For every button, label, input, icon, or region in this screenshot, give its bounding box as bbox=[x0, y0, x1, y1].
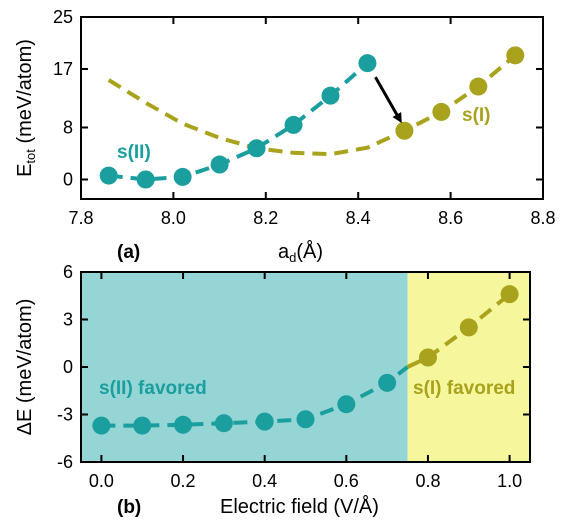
a-x-tick-label: 8.2 bbox=[253, 208, 278, 228]
data-point-s1-a bbox=[469, 77, 488, 96]
panel-label-b: (b) bbox=[117, 497, 141, 518]
a-y-tick-label: 25 bbox=[53, 7, 73, 27]
b-y-tick-label: 6 bbox=[63, 262, 73, 282]
data-point-s2-b bbox=[174, 415, 193, 434]
panel-label-a: (a) bbox=[117, 242, 140, 263]
axis-ticks-a: 7.8 8.0 8.2 8.4 8.6 8.8 0 8 17 25 bbox=[53, 7, 556, 228]
a-y-tick-label: 0 bbox=[63, 170, 73, 190]
panel-b: s(II) favored s(I) favored 0.0 0.2 0.4 0.6 0.… bbox=[14, 262, 531, 518]
b-x-tick-label: 1.0 bbox=[497, 471, 522, 491]
data-point-s1-a bbox=[432, 102, 451, 121]
series-line-s1-b bbox=[406, 292, 511, 369]
data-point-s2-a bbox=[99, 166, 118, 185]
b-y-tick-label: 0 bbox=[63, 357, 73, 377]
data-point-s1-b bbox=[500, 285, 519, 304]
b-x-tick-label: 0.4 bbox=[252, 471, 277, 491]
a-x-tick-label: 7.8 bbox=[68, 208, 93, 228]
b-y-tick-label: -3 bbox=[57, 405, 73, 425]
data-point-s2-a bbox=[173, 167, 192, 186]
region-label-s1: s(I) favored bbox=[413, 378, 515, 399]
plot-frame-a bbox=[80, 16, 544, 200]
data-point-s1-a bbox=[395, 121, 414, 140]
a-x-tick-label: 8.8 bbox=[530, 208, 555, 228]
data-point-s2-a bbox=[136, 170, 155, 189]
b-y-tick-label: 3 bbox=[63, 310, 73, 330]
series-line-s1-a bbox=[107, 53, 517, 157]
plot-area-b: s(II) favored s(I) favored bbox=[81, 272, 530, 462]
data-point-s2-b bbox=[214, 414, 233, 433]
data-point-s1-b bbox=[418, 348, 437, 367]
data-point-s2-a bbox=[210, 155, 229, 174]
data-point-s2-b bbox=[92, 416, 111, 435]
data-point-s2-b bbox=[378, 373, 397, 392]
plot-area-a: s(II) s(I) bbox=[99, 46, 525, 189]
data-point-s2-a bbox=[321, 86, 340, 105]
data-point-s2-b bbox=[255, 412, 274, 431]
a-x-tick-label: 8.4 bbox=[346, 208, 371, 228]
b-y-tick-label: -6 bbox=[57, 452, 73, 472]
b-x-tick-label: 0.2 bbox=[171, 471, 196, 491]
data-point-s2-b bbox=[296, 410, 315, 429]
y-axis-label-a: Etot (meV/atom) bbox=[14, 39, 38, 177]
y-axis-label-b: ΔE (meV/atom) bbox=[14, 299, 36, 436]
x-axis-label-a: ad(Å) bbox=[278, 240, 323, 265]
b-x-tick-label: 0.0 bbox=[89, 471, 114, 491]
data-point-s1-b bbox=[459, 318, 478, 337]
axis-ticks-b: 0.0 0.2 0.4 0.6 0.8 1.0 -6 -3 0 3 6 bbox=[57, 262, 530, 491]
data-point-s2-a bbox=[358, 54, 377, 73]
b-x-tick-label: 0.6 bbox=[334, 471, 359, 491]
annotation-s1: s(I) bbox=[462, 105, 491, 126]
series-line-s2-a bbox=[108, 61, 369, 182]
b-x-tick-label: 0.8 bbox=[415, 471, 440, 491]
data-point-s2-a bbox=[247, 139, 266, 158]
a-y-tick-label: 17 bbox=[53, 59, 73, 79]
data-point-s1-a bbox=[506, 46, 525, 65]
region-s1 bbox=[407, 272, 530, 462]
a-y-tick-label: 8 bbox=[63, 118, 73, 138]
x-axis-label-b: Electric field (V/Å) bbox=[220, 495, 379, 518]
annotation-s2: s(II) bbox=[117, 142, 151, 163]
data-point-s2-a bbox=[284, 115, 303, 134]
region-s2 bbox=[81, 272, 408, 462]
a-x-tick-label: 8.6 bbox=[438, 208, 463, 228]
region-label-s2: s(II) favored bbox=[99, 378, 207, 399]
a-x-tick-label: 8.0 bbox=[161, 208, 186, 228]
data-point-s2-b bbox=[337, 395, 356, 414]
transition-arrow bbox=[374, 76, 402, 124]
panel-a: s(II) s(I) 7.8 8.0 8.2 8.4 8.6 8.8 0 8 17 25 (a) a… bbox=[14, 7, 556, 265]
data-point-s2-b bbox=[133, 416, 152, 435]
